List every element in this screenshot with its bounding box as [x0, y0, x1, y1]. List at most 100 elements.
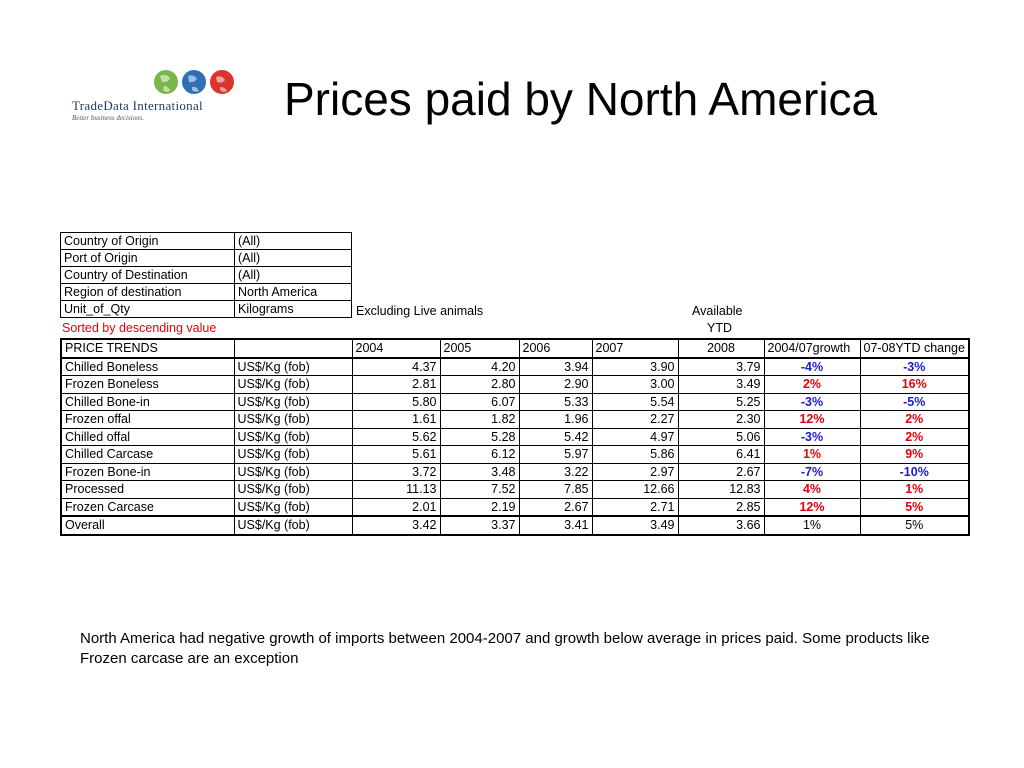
- ytd-change-cell: 2%: [859, 427, 970, 446]
- filter-label: Unit_of_Qty: [60, 300, 235, 318]
- value-cell: 3.37: [439, 515, 520, 535]
- product-cell: Chilled Carcase: [60, 445, 235, 464]
- unit-cell: US$/Kg (fob): [233, 410, 353, 429]
- value-cell: 2.90: [518, 375, 593, 394]
- value-cell: 2.30: [677, 410, 765, 429]
- growth-cell: -7%: [763, 462, 861, 481]
- value-cell: 12.66: [591, 480, 679, 499]
- growth-cell: 4%: [763, 480, 861, 499]
- value-cell: 5.33: [518, 392, 593, 411]
- filter-value[interactable]: Kilograms: [234, 300, 352, 318]
- page-title: Prices paid by North America: [284, 73, 878, 125]
- value-cell: 6.07: [439, 392, 520, 411]
- value-cell: 3.22: [518, 462, 593, 481]
- filter-value[interactable]: (All): [234, 232, 352, 250]
- filter-row: Unit_of_Qty Kilograms: [60, 300, 352, 318]
- product-cell: Frozen offal: [60, 410, 235, 429]
- filter-value[interactable]: (All): [234, 266, 352, 284]
- column-header: [233, 338, 353, 359]
- value-cell: 5.42: [518, 427, 593, 446]
- logo-wordmark: TradeData International: [72, 98, 203, 113]
- value-cell: 3.49: [677, 375, 765, 394]
- value-cell: 1.82: [439, 410, 520, 429]
- unit-cell: US$/Kg (fob): [233, 375, 353, 394]
- filter-label: Port of Origin: [60, 249, 235, 267]
- value-cell: 7.52: [439, 480, 520, 499]
- summary-text: North America had negative growth of imp…: [80, 630, 930, 667]
- value-cell: 4.37: [351, 357, 441, 376]
- growth-cell: 12%: [763, 410, 861, 429]
- table-row: Chilled Bone-in US$/Kg (fob) 5.80 6.07 5.33 5…: [60, 392, 970, 411]
- growth-cell: 2%: [763, 375, 861, 394]
- value-cell: 3.66: [677, 515, 765, 535]
- table-row: Chilled Boneless US$/Kg (fob) 4.37 4.20 3.94…: [60, 357, 970, 376]
- unit-cell: US$/Kg (fob): [233, 497, 353, 517]
- product-cell: Frozen Boneless: [60, 375, 235, 394]
- ytd-change-cell: 5%: [859, 515, 970, 535]
- value-cell: 1.61: [351, 410, 441, 429]
- value-cell: 5.62: [351, 427, 441, 446]
- value-cell: 2.97: [591, 462, 679, 481]
- unit-cell: US$/Kg (fob): [233, 462, 353, 481]
- filter-label: Country of Origin: [60, 232, 235, 250]
- ytd-change-cell: 2%: [859, 410, 970, 429]
- product-cell: Chilled offal: [60, 427, 235, 446]
- value-cell: 5.61: [351, 445, 441, 464]
- column-header: 2008: [677, 338, 765, 359]
- ytd-change-cell: -5%: [859, 392, 970, 411]
- ytd-note: YTD: [707, 321, 732, 335]
- product-cell: Frozen Carcase: [60, 497, 235, 517]
- filter-row: Country of Destination (All): [60, 266, 352, 284]
- ytd-change-cell: 5%: [859, 497, 970, 517]
- filter-label: Country of Destination: [60, 266, 235, 284]
- column-header: 2006: [518, 338, 593, 359]
- unit-cell: US$/Kg (fob): [233, 515, 353, 535]
- filter-value[interactable]: North America: [234, 283, 352, 301]
- excluding-note: Excluding Live animals: [356, 304, 484, 318]
- value-cell: 5.86: [591, 445, 679, 464]
- value-cell: 5.97: [518, 445, 593, 464]
- value-cell: 5.25: [677, 392, 765, 411]
- column-header: 2004/07growth: [763, 338, 861, 359]
- table-row: Processed US$/Kg (fob) 11.13 7.52 7.85 12.66 1…: [60, 480, 970, 499]
- growth-cell: 12%: [763, 497, 861, 517]
- unit-cell: US$/Kg (fob): [233, 445, 353, 464]
- column-header: 2007: [591, 338, 679, 359]
- filter-value[interactable]: (All): [234, 249, 352, 267]
- ytd-change-cell: -3%: [859, 357, 970, 376]
- value-cell: 11.13: [351, 480, 441, 499]
- value-cell: 2.67: [518, 497, 593, 517]
- product-cell: Processed: [60, 480, 235, 499]
- value-cell: 3.94: [518, 357, 593, 376]
- value-cell: 3.72: [351, 462, 441, 481]
- value-cell: 2.01: [351, 497, 441, 517]
- value-cell: 1.96: [518, 410, 593, 429]
- value-cell: 6.12: [439, 445, 520, 464]
- table-row: Frozen Boneless US$/Kg (fob) 2.81 2.80 2.90 3…: [60, 375, 970, 394]
- value-cell: 5.06: [677, 427, 765, 446]
- value-cell: 2.67: [677, 462, 765, 481]
- product-cell: Chilled Boneless: [60, 357, 235, 376]
- table-row: Frozen Bone-in US$/Kg (fob) 3.72 3.48 3.22 2.…: [60, 462, 970, 481]
- unit-cell: US$/Kg (fob): [233, 480, 353, 499]
- table-row: Chilled Carcase US$/Kg (fob) 5.61 6.12 5.97 5…: [60, 445, 970, 464]
- table-row: Frozen Carcase US$/Kg (fob) 2.01 2.19 2.67 2.…: [60, 497, 970, 517]
- growth-cell: 1%: [763, 515, 861, 535]
- value-cell: 4.97: [591, 427, 679, 446]
- product-cell: Chilled Bone-in: [60, 392, 235, 411]
- column-header: 2004: [351, 338, 441, 359]
- unit-cell: US$/Kg (fob): [233, 427, 353, 446]
- company-logo: TradeData International Better business …: [72, 68, 247, 123]
- column-header: 2005: [439, 338, 520, 359]
- value-cell: 5.54: [591, 392, 679, 411]
- table-header-row: PRICE TRENDS 2004 2005 2006 2007 2008 20…: [60, 338, 970, 359]
- product-cell: Frozen Bone-in: [60, 462, 235, 481]
- value-cell: 2.85: [677, 497, 765, 517]
- value-cell: 2.81: [351, 375, 441, 394]
- table-row: Frozen offal US$/Kg (fob) 1.61 1.82 1.96 2.27…: [60, 410, 970, 429]
- ytd-change-cell: 1%: [859, 480, 970, 499]
- column-header: 07-08YTD change: [859, 338, 970, 359]
- value-cell: 6.41: [677, 445, 765, 464]
- ytd-change-cell: -10%: [859, 462, 970, 481]
- product-cell: Overall: [60, 515, 235, 535]
